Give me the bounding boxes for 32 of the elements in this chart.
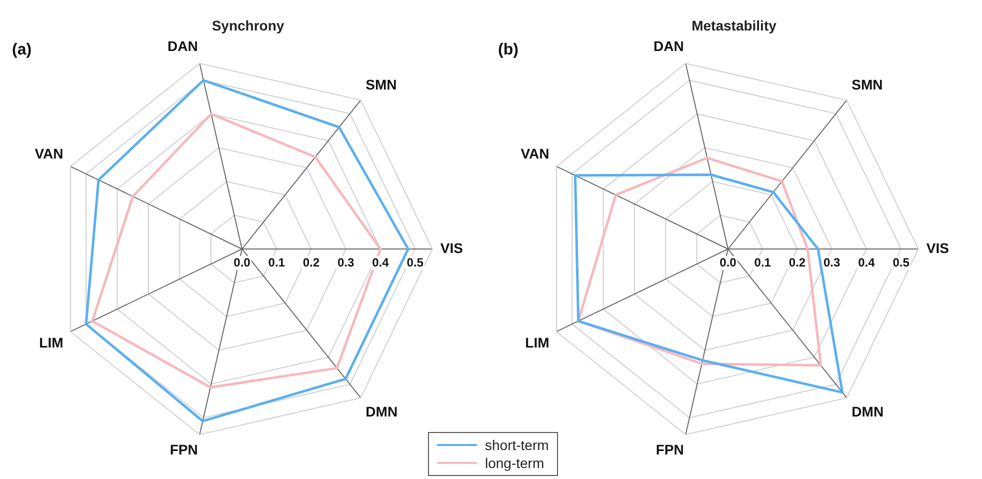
chart-title: Synchrony: [212, 17, 284, 34]
spoke-label: VAN: [34, 145, 64, 162]
spoke-label: DMN: [852, 403, 884, 420]
y-tick-label: 0.4: [858, 255, 876, 270]
y-tick-label: 0.5: [406, 255, 424, 270]
y-tick-label: 0.1: [268, 255, 286, 270]
chart-title: Metastability: [692, 17, 777, 34]
text: (a): [12, 41, 32, 58]
y-tick-label: 0.5: [892, 255, 910, 270]
spoke-label: FPN: [656, 442, 684, 458]
y-tick-label: 0.0: [234, 255, 251, 270]
spoke-label: SMN: [366, 76, 397, 92]
spoke-label: LIM: [525, 334, 550, 350]
text: (b): [498, 41, 518, 58]
y-tick-label: 0.4: [372, 255, 390, 270]
spoke-label: DAN: [654, 38, 684, 54]
y-tick-label: 0.3: [337, 255, 355, 270]
spoke-label: DAN: [168, 38, 198, 54]
spoke-label: VIS: [926, 240, 949, 256]
y-tick-label: 0.2: [302, 255, 320, 270]
legend-label: long-term: [485, 454, 544, 472]
y-tick-label: 0.1: [754, 255, 772, 270]
y-tick-label: 0.2: [788, 255, 806, 270]
spoke-label: LIM: [39, 334, 64, 350]
spoke-label: SMN: [852, 76, 883, 92]
spoke-label: VIS: [440, 240, 463, 256]
legend-label: short-term: [485, 436, 549, 454]
spoke-label: FPN: [170, 442, 198, 458]
spoke-label: VAN: [520, 145, 550, 162]
y-tick-label: 0.3: [823, 255, 841, 270]
y-tick-label: 0.0: [720, 255, 737, 270]
spoke-label: DMN: [366, 403, 398, 420]
